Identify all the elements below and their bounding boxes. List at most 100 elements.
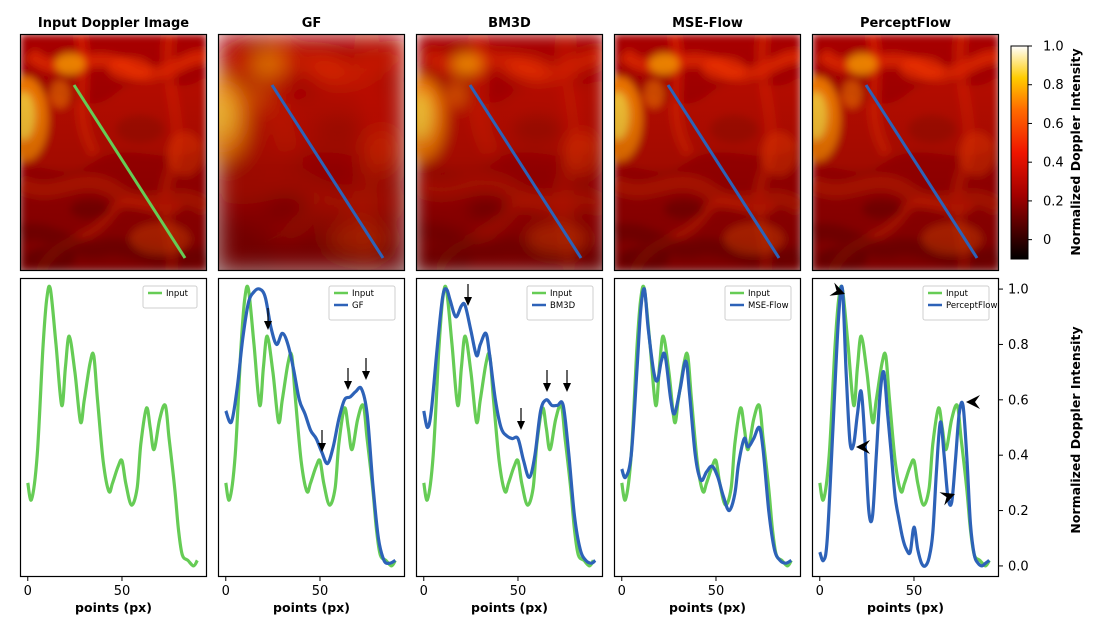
annotation-arrow <box>362 358 370 380</box>
arrowhead-shape <box>856 440 870 454</box>
legend: Input BM3D <box>526 285 594 321</box>
y-tick-label: 0.6 <box>1008 393 1029 408</box>
arrowhead-shape <box>939 492 955 506</box>
annotation-arrowhead <box>856 440 870 454</box>
arrow-head <box>543 383 551 392</box>
colorbar-tick-label: 0.6 <box>1043 117 1064 132</box>
profile-line-3 <box>468 84 583 259</box>
image-border <box>217 33 406 272</box>
annotation-arrow <box>464 284 472 306</box>
colorbar-tick-label: 0.2 <box>1043 194 1064 209</box>
annotation-arrowhead <box>966 395 980 409</box>
y-tick-label: 0.0 <box>1008 559 1029 574</box>
y-tick-label: 1.0 <box>1008 283 1029 298</box>
series-line-gf <box>224 287 397 565</box>
series-line-mse-flow <box>620 287 793 565</box>
image-border <box>415 33 604 272</box>
legend-box <box>526 285 594 321</box>
x-axis-label: points (px) <box>273 600 350 615</box>
legend-box <box>328 285 396 321</box>
arrow-head <box>464 297 472 306</box>
doppler-image-1 <box>19 33 208 272</box>
arrow-head <box>344 381 352 390</box>
legend-label: Input <box>352 289 375 299</box>
x-tick-label: 0 <box>816 584 824 599</box>
legend-label: Input <box>166 289 189 299</box>
legend-label: Input <box>550 289 573 299</box>
legend: Input MSE-Flow <box>724 285 792 321</box>
y-tick-label: 0.2 <box>1008 504 1029 519</box>
panel-title-4: MSE-Flow <box>672 16 743 31</box>
x-axis-label: points (px) <box>75 600 152 615</box>
panel-title-5: PerceptFlow <box>860 16 951 31</box>
series-line-bm3d <box>422 287 597 565</box>
doppler-image-3 <box>415 33 604 272</box>
legend-box <box>142 285 198 309</box>
legend-label: Input <box>748 289 771 299</box>
annotation-arrow <box>318 430 326 452</box>
legend: Input GF <box>328 285 396 321</box>
arrow-head <box>563 383 571 392</box>
y-tick-label: 0.8 <box>1008 338 1029 353</box>
series-line-input <box>224 284 397 568</box>
x-axis-label: points (px) <box>669 600 746 615</box>
y-axis-title: Normalized Doppler Intensity <box>1068 326 1083 533</box>
profile-line-2 <box>270 84 385 259</box>
x-tick-label: 50 <box>312 584 329 599</box>
profile-line-5 <box>864 84 979 259</box>
legend-label: BM3D <box>550 301 576 311</box>
image-border <box>613 33 802 272</box>
panel-title-3: BM3D <box>488 16 531 31</box>
doppler-image-2 <box>217 33 406 272</box>
panel-title-1: Input Doppler Image <box>38 16 189 31</box>
x-tick-label: 50 <box>510 584 527 599</box>
annotation-arrowhead <box>829 282 845 296</box>
colorbar <box>1010 45 1029 260</box>
series-line-input <box>422 284 595 568</box>
arrow-head <box>362 371 370 380</box>
plot-frame <box>217 277 406 578</box>
legend: Input PerceptFlow <box>922 285 997 321</box>
image-border <box>19 33 208 272</box>
legend-box <box>724 285 792 321</box>
x-tick-label: 50 <box>114 584 131 599</box>
x-tick-label: 0 <box>618 584 626 599</box>
annotation-arrow <box>264 308 272 330</box>
image-border <box>811 33 1000 272</box>
annotation-arrow <box>344 368 352 390</box>
arrowhead-shape <box>829 282 845 296</box>
x-tick-label: 0 <box>420 584 428 599</box>
panel-title-2: GF <box>302 16 322 31</box>
x-tick-label: 50 <box>906 584 923 599</box>
series-line-perceptflow <box>818 284 991 568</box>
legend: Input <box>142 285 198 309</box>
annotation-arrow <box>563 370 571 392</box>
doppler-image-4 <box>613 33 802 272</box>
colorbar-label: Normalized Doppler Intensity <box>1068 48 1083 255</box>
colorbar-tick-label: 0.4 <box>1043 156 1064 171</box>
annotation-arrow <box>543 370 551 392</box>
profile-line-1 <box>72 84 187 259</box>
x-axis-label: points (px) <box>471 600 548 615</box>
legend-box <box>922 285 990 321</box>
legend-label: MSE-Flow <box>748 301 789 311</box>
colorbar-tick-label: 0.8 <box>1043 78 1064 93</box>
legend-label: PerceptFlow <box>946 301 997 311</box>
plot-frame <box>19 277 208 578</box>
doppler-image-5 <box>811 33 1000 272</box>
x-axis-label: points (px) <box>867 600 944 615</box>
legend-label: Input <box>946 289 969 299</box>
arrow-head <box>517 421 525 430</box>
arrow-head <box>318 443 326 452</box>
x-tick-label: 0 <box>24 584 32 599</box>
y-tick-label: 0.4 <box>1008 449 1029 464</box>
profile-line-4 <box>666 84 781 259</box>
legend-label: GF <box>352 301 364 311</box>
